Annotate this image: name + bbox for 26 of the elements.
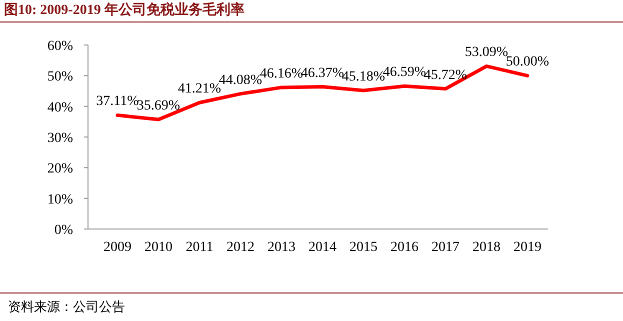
x-tick-label: 2013: [268, 240, 296, 255]
x-tick-label: 2015: [350, 240, 378, 255]
data-label: 45.72%: [424, 68, 468, 83]
data-label: 35.69%: [136, 98, 180, 114]
y-tick-label: 40%: [47, 100, 74, 116]
y-tick-label: 0%: [54, 223, 74, 238]
data-label: 45.18%: [342, 69, 386, 84]
y-tick-label: 10%: [47, 192, 74, 208]
x-tick-label: 2019: [514, 240, 542, 255]
x-tick-label: 2018: [472, 240, 500, 255]
y-tick-label: 50%: [47, 70, 74, 85]
text: 资料来源：公司公告: [8, 299, 125, 314]
y-tick-label: 30%: [47, 131, 74, 146]
x-tick-label: 2009: [104, 240, 132, 255]
x-tick-label: 2014: [308, 240, 336, 255]
x-tick-label: 2012: [226, 240, 254, 255]
x-tick-label: 2017: [432, 240, 460, 255]
x-tick-label: 2011: [186, 240, 214, 255]
x-tick-label: 2016: [390, 240, 418, 255]
y-tick-label: 20%: [47, 162, 74, 177]
chart-title: 图10: 2009-2019 年公司免税业务毛利率: [4, 1, 244, 18]
data-label: 50.00%: [506, 54, 550, 70]
x-tick-label: 2010: [144, 240, 172, 255]
data-label: 41.21%: [178, 82, 222, 97]
data-label: 53.09%: [464, 45, 508, 60]
y-tick-label: 60%: [47, 39, 74, 54]
